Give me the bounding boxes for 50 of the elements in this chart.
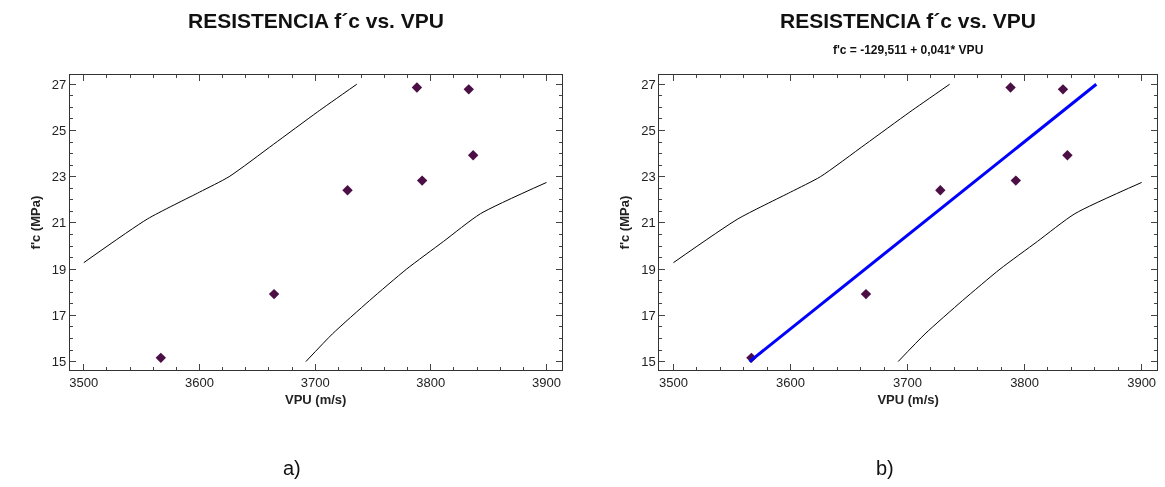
point <box>935 185 946 196</box>
y-tick-label: 21 <box>641 215 656 231</box>
x-tick-label: 3800 <box>416 374 446 390</box>
y-axis-title: f'c (MPa) <box>617 195 633 250</box>
x-tick-label: 3500 <box>69 374 99 390</box>
point <box>416 175 428 186</box>
x-tick-label: 3600 <box>776 374 805 390</box>
point <box>1062 149 1073 161</box>
point <box>342 185 353 196</box>
text: b) <box>876 457 894 479</box>
y-tick-label: 27 <box>51 76 67 92</box>
point <box>467 149 479 161</box>
y-tick-label: 23 <box>51 169 67 185</box>
y-tick-label: 21 <box>51 215 67 231</box>
line-series <box>305 181 547 363</box>
y-axis-title: f'c (MPa) <box>27 195 43 250</box>
y-tick-label: 19 <box>51 261 67 277</box>
text: a) <box>283 457 301 479</box>
y-tick-label: 27 <box>641 76 656 92</box>
y-tick-label: 25 <box>641 123 656 139</box>
y-tick-label: 23 <box>641 169 656 185</box>
y-tick-label: 19 <box>641 261 656 277</box>
x-tick-label: 3900 <box>1127 374 1157 390</box>
y-tick-label: 17 <box>51 307 67 323</box>
line-series <box>83 83 358 264</box>
point <box>411 82 423 93</box>
x-tick-label: 3600 <box>185 374 214 390</box>
y-tick-label: 15 <box>641 354 656 370</box>
point <box>1057 84 1069 95</box>
line-series <box>672 83 951 264</box>
point <box>463 84 474 95</box>
x-tick-label: 3500 <box>658 374 688 390</box>
x-axis-title: VPU (m/s) <box>877 392 939 408</box>
y-tick-label: 15 <box>51 354 67 370</box>
point <box>1010 175 1021 186</box>
y-tick-label: 25 <box>51 123 67 139</box>
point <box>860 288 872 300</box>
chart-title: RESISTENCIA f´c vs. VPU <box>188 9 444 32</box>
x-tick-label: 3700 <box>893 374 922 390</box>
x-axis-title: VPU (m/s) <box>285 392 347 408</box>
x-tick-label: 3700 <box>300 374 330 390</box>
point <box>155 352 167 364</box>
x-tick-label: 3800 <box>1010 374 1040 390</box>
chart-title: RESISTENCIA f´c vs. VPU <box>780 9 1036 32</box>
chart-subtitle: f'c = -129,511 + 0,041* VPU <box>833 43 984 57</box>
y-tick-label: 17 <box>641 307 656 323</box>
line-series <box>897 181 1143 363</box>
x-tick-label: 3900 <box>532 374 561 390</box>
point <box>268 288 280 300</box>
point <box>1005 82 1016 93</box>
